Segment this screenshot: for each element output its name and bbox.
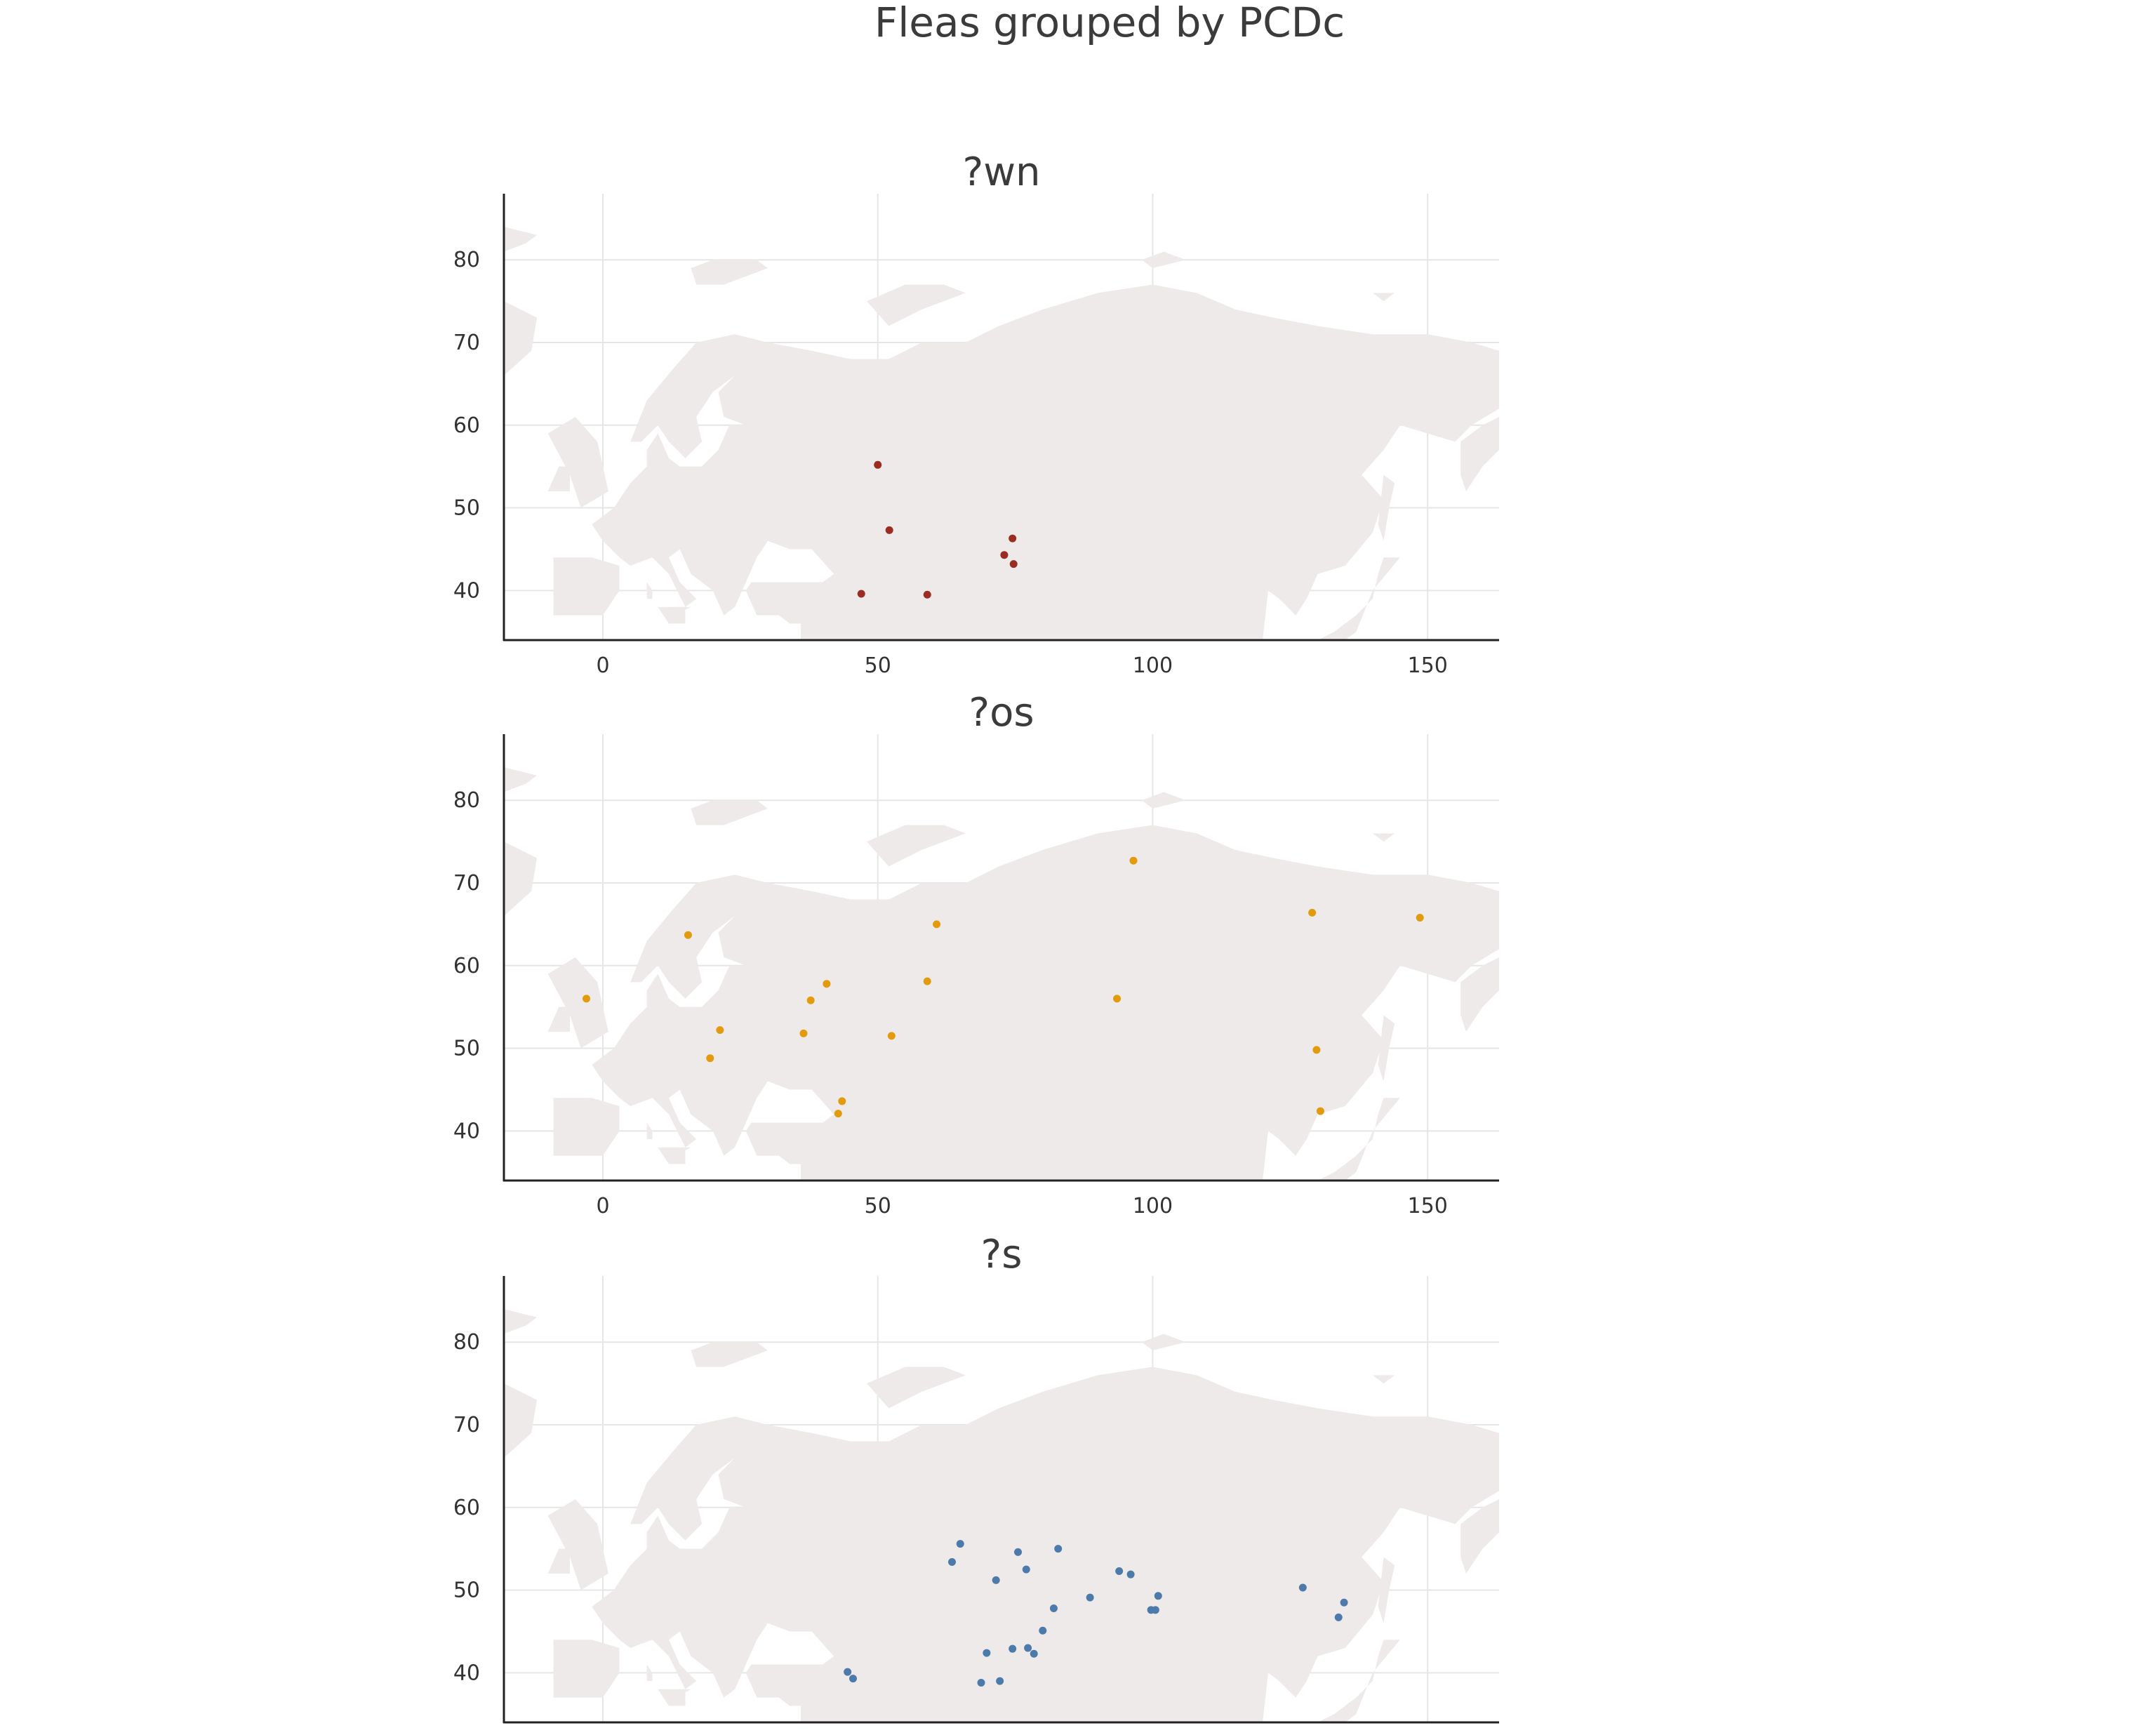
- data-point: [977, 1678, 985, 1687]
- y-tick-label: 50: [453, 496, 480, 521]
- data-point: [834, 1110, 842, 1118]
- y-tick-label: 40: [453, 1119, 480, 1143]
- y-tick-label: 40: [453, 1661, 480, 1685]
- x-tick-label: 100: [1133, 1194, 1173, 1218]
- x-tick-label: 100: [1133, 653, 1173, 678]
- data-point: [1316, 1107, 1324, 1115]
- y-tick-label: 60: [453, 954, 480, 978]
- x-tick-label: 150: [1408, 653, 1448, 678]
- data-point: [849, 1675, 857, 1683]
- data-point: [684, 931, 692, 939]
- data-point: [706, 1054, 714, 1063]
- data-point: [887, 1032, 896, 1040]
- x-tick-label: 150: [1408, 1194, 1448, 1218]
- data-point: [1022, 1565, 1030, 1574]
- land-shape: [504, 1309, 1499, 1722]
- y-tick-label: 50: [453, 1578, 480, 1603]
- x-tick-label: 0: [596, 653, 609, 678]
- panel-1: ?wn 0 50 100 150 40 50 60 70 80: [453, 149, 1499, 678]
- data-point: [823, 980, 831, 988]
- data-point: [923, 977, 931, 985]
- y-tick-label: 80: [453, 788, 480, 813]
- y-tick-label: 70: [453, 1413, 480, 1437]
- data-point: [996, 1677, 1004, 1685]
- data-point: [806, 996, 815, 1004]
- data-point: [1154, 1592, 1162, 1600]
- data-point: [1334, 1613, 1343, 1621]
- y-tick-label: 80: [453, 1330, 480, 1355]
- x-tick-label: 50: [865, 1194, 891, 1218]
- data-point: [992, 1576, 1000, 1584]
- data-point: [923, 590, 931, 599]
- data-point: [1049, 1604, 1058, 1612]
- data-point: [1151, 1606, 1159, 1614]
- data-point: [799, 1029, 808, 1037]
- data-point: [838, 1097, 846, 1105]
- land-map: [504, 1309, 1499, 1722]
- land-map: [504, 227, 1499, 640]
- data-point: [1298, 1583, 1307, 1592]
- y-tick-label: 70: [453, 871, 480, 896]
- figure-title: Fleas grouped by PCDc: [874, 0, 1345, 46]
- data-point: [956, 1540, 964, 1548]
- data-point: [1308, 908, 1317, 917]
- data-point: [583, 995, 591, 1003]
- data-point: [1000, 551, 1009, 559]
- data-point: [1009, 534, 1017, 543]
- data-point: [1340, 1598, 1348, 1607]
- x-tick-label: 0: [596, 1194, 609, 1218]
- x-tick-label: 50: [865, 653, 891, 678]
- data-point: [947, 1558, 956, 1567]
- data-point: [1126, 1570, 1135, 1578]
- data-point: [933, 920, 941, 929]
- data-point: [885, 526, 893, 534]
- land-shape: [504, 227, 1499, 640]
- y-tick-label: 80: [453, 248, 480, 272]
- panel-title: ?s: [981, 1232, 1023, 1277]
- data-point: [1416, 913, 1424, 922]
- data-point: [1115, 1567, 1124, 1575]
- data-point: [1086, 1593, 1094, 1602]
- data-point: [1054, 1545, 1063, 1553]
- panel-2: ?os 0 50 100 150 40 50 60 70 80: [453, 690, 1499, 1218]
- panel-title: ?os: [969, 690, 1034, 736]
- land-map: [504, 767, 1499, 1181]
- y-tick-label: 40: [453, 578, 480, 603]
- data-point: [983, 1649, 991, 1657]
- y-tick-label: 60: [453, 413, 480, 438]
- data-point: [1129, 856, 1138, 865]
- data-point: [1030, 1649, 1038, 1658]
- panel-title: ?wn: [962, 149, 1040, 195]
- y-tick-label: 70: [453, 331, 480, 355]
- data-point: [1009, 1644, 1017, 1653]
- land-shape: [504, 767, 1499, 1181]
- y-tick-label: 60: [453, 1496, 480, 1520]
- data-point: [1113, 995, 1122, 1003]
- data-point: [1039, 1626, 1047, 1635]
- data-point: [716, 1026, 724, 1035]
- data-point: [874, 460, 882, 469]
- data-point: [1014, 1548, 1023, 1556]
- data-point: [857, 590, 865, 598]
- data-point: [1024, 1644, 1032, 1652]
- data-point: [844, 1668, 852, 1676]
- data-point: [1009, 560, 1018, 569]
- y-tick-label: 50: [453, 1037, 480, 1061]
- data-point: [1312, 1046, 1321, 1054]
